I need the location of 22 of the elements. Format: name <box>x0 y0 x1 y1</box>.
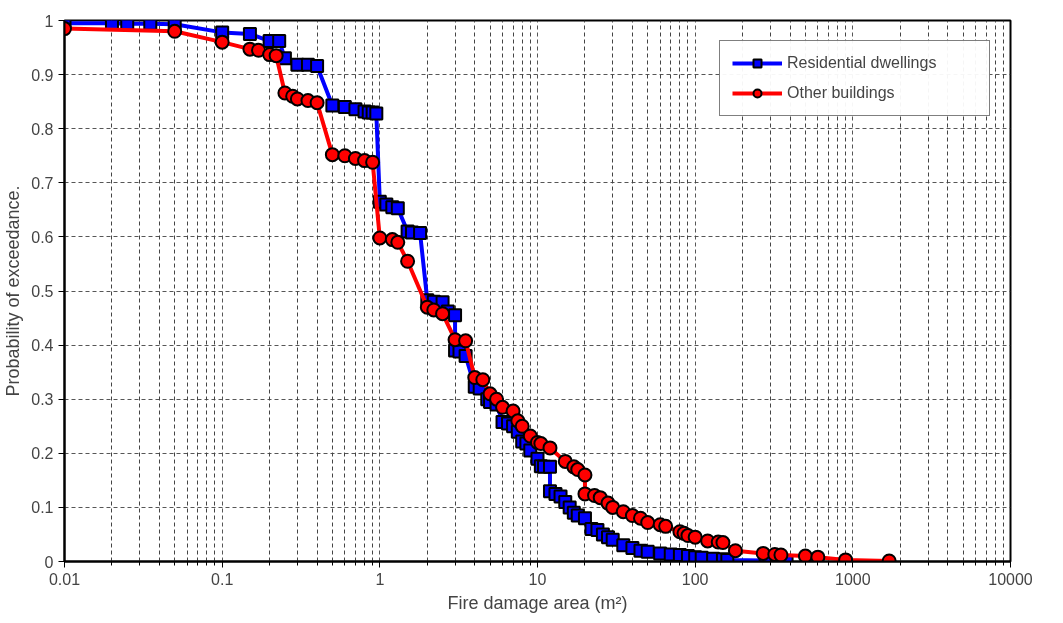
y-tick-label: 1 <box>44 12 54 30</box>
y-tick-label: 0.7 <box>31 174 54 192</box>
y-tick-label: 0.6 <box>31 228 54 246</box>
x-tick-label: 1000 <box>835 570 871 588</box>
x-tick-label: 0.1 <box>211 570 234 588</box>
legend-label: Other buildings <box>787 84 896 102</box>
y-tick-label: 0.4 <box>31 337 54 355</box>
x-tick-label: 100 <box>681 570 709 588</box>
legend-label: Residential dwellings <box>787 54 938 72</box>
x-tick-label: 1 <box>375 570 385 588</box>
y-tick-label: 0.3 <box>31 391 54 409</box>
x-tick-label: 10 <box>528 570 547 588</box>
y-tick-label: 0.2 <box>31 445 54 463</box>
y-tick-label: 0.1 <box>31 499 54 517</box>
x-axis-title: Fire damage area (m²) <box>447 592 628 613</box>
y-axis-title: Probability of exceedance. <box>3 185 24 397</box>
y-tick-label: 0.5 <box>31 283 54 300</box>
y-tick-label: 0.8 <box>31 120 54 138</box>
x-tick-label: 10000 <box>988 570 1033 588</box>
y-tick-label: 0.9 <box>31 66 54 84</box>
x-tick-label: 0.01 <box>48 570 81 588</box>
y-tick-label: 0 <box>44 553 54 571</box>
